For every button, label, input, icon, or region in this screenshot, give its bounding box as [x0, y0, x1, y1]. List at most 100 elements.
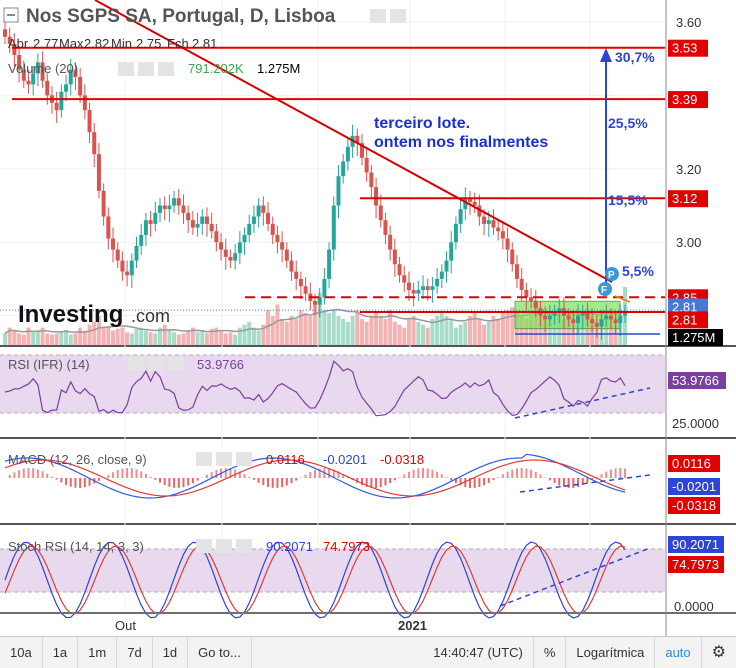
candle-body [88, 110, 92, 132]
macd-histogram-bar [215, 470, 217, 478]
volume-bar [374, 313, 378, 345]
macd-histogram-bar [32, 468, 34, 478]
macd-histogram-bar [187, 478, 189, 486]
ohlc-value: 2.82 [84, 36, 109, 51]
candle-body [92, 132, 96, 154]
price-badge-text: 1.275M [672, 330, 715, 345]
volume-bar [416, 322, 420, 345]
volume-bar [26, 328, 30, 345]
goto-date-button[interactable]: Go to... [188, 637, 252, 668]
range-10y-button[interactable]: 10a [0, 637, 43, 668]
candle-body [445, 261, 449, 272]
candle-body [449, 242, 453, 260]
macd-histogram-bar [492, 478, 494, 480]
candle-body [275, 235, 279, 242]
volume-bar [59, 332, 63, 345]
candle-body [543, 316, 547, 320]
range-1d-button[interactable]: 1d [153, 637, 188, 668]
candle-body [576, 316, 580, 323]
auto-scale-button[interactable]: auto [655, 637, 701, 668]
candle-body [181, 206, 185, 213]
macd-histogram-bar [23, 469, 25, 478]
macd-histogram-bar [18, 470, 20, 478]
macd-badge-text: -0.0201 [672, 479, 716, 494]
macd-histogram-bar [27, 468, 29, 478]
macd-histogram-bar [281, 478, 283, 487]
candle-body [130, 261, 134, 276]
log-scale-button[interactable]: Logarítmica [566, 637, 655, 668]
chart-title: Nos SGPS SA, Portugal, D, Lisboa [26, 6, 336, 27]
volume-bar [73, 333, 77, 345]
candle-body [609, 316, 613, 320]
macd-histogram-bar [117, 470, 119, 478]
candle-body [45, 81, 49, 96]
investing-logo-suffix: .com [131, 306, 170, 326]
macd-histogram-bar [168, 478, 170, 487]
candle-body [285, 250, 289, 261]
volume-bar [50, 335, 54, 345]
volume-bar [116, 329, 120, 345]
candle-body [534, 301, 538, 308]
macd-histogram-bar [182, 478, 184, 487]
volume-bar [111, 331, 115, 346]
range-1y-button[interactable]: 1a [43, 637, 78, 668]
macd-histogram-bar [121, 469, 123, 478]
candle-body [454, 224, 458, 242]
marker-p-label: P [608, 270, 615, 281]
macd-histogram-bar [37, 469, 39, 478]
macd-histogram-bar [384, 478, 386, 485]
price-badge-text: 3.12 [672, 191, 697, 206]
candle-body [120, 261, 124, 272]
candle-body [595, 323, 599, 327]
stoch-axis-tick: 0.0000 [674, 599, 714, 614]
volume-current-value: 1.275M [257, 61, 300, 76]
macd-tool-icon [236, 452, 252, 466]
range-1m-button[interactable]: 1m [78, 637, 117, 668]
candle-body [78, 77, 82, 95]
macd-histogram-bar [70, 478, 72, 487]
macd-histogram-bar [79, 478, 81, 488]
macd-histogram-bar [112, 472, 114, 478]
volume-label: Volume (20) [8, 61, 78, 76]
candle-body [55, 103, 59, 110]
macd-value: 0.0116 [266, 452, 305, 467]
header-tool-icon [370, 9, 386, 23]
macd-histogram-bar [197, 478, 199, 481]
macd-histogram-bar [262, 478, 264, 485]
volume-bar [398, 325, 402, 345]
candle-body [139, 235, 143, 246]
macd-histogram-bar [42, 471, 44, 478]
pct-30-label: 30,7% [615, 49, 655, 65]
volume-bar [120, 328, 124, 345]
macd-histogram-bar [140, 471, 142, 478]
candle-body [322, 279, 326, 297]
percent-scale-button[interactable]: % [534, 637, 567, 668]
macd-histogram-bar [328, 468, 330, 478]
macd-histogram-bar [272, 478, 274, 488]
macd-histogram-bar [267, 478, 269, 487]
volume-bar [243, 325, 247, 345]
range-7d-button[interactable]: 7d [117, 637, 152, 668]
candle-body [388, 235, 392, 250]
volume-bar [393, 322, 397, 345]
candle-body [177, 198, 181, 205]
macd-histogram-bar [558, 478, 560, 485]
macd-histogram-bar [399, 477, 401, 478]
candle-body [407, 283, 411, 290]
macd-histogram-bar [502, 474, 504, 478]
candle-body [191, 220, 195, 227]
candle-body [421, 286, 425, 290]
stoch-band [0, 549, 665, 592]
candle-body [102, 191, 106, 217]
candle-body [196, 224, 200, 228]
ohlc-value: 2.77 [33, 36, 58, 51]
macd-histogram-bar [436, 472, 438, 478]
marker-f-label: F [601, 285, 607, 296]
volume-bar [426, 328, 430, 345]
candle-body [59, 92, 63, 110]
stoch-label: Stoch RSI (14, 14, 3, 3) [8, 539, 144, 554]
macd-histogram-bar [497, 477, 499, 478]
candle-body [548, 316, 552, 320]
settings-gear-icon[interactable]: ⚙ [702, 637, 736, 668]
